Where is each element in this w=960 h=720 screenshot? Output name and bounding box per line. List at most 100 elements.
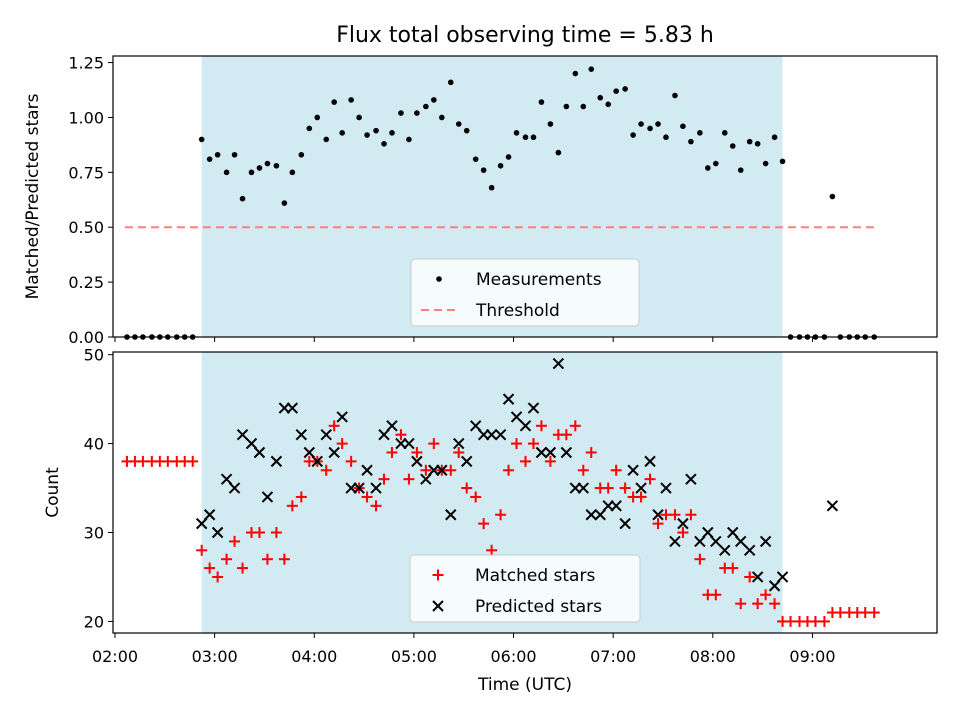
x-b [228, 482, 241, 494]
x-b [719, 544, 731, 557]
measurement-point [754, 141, 761, 147]
matched-star-point [760, 589, 772, 601]
measurement-point [563, 103, 570, 110]
measurement-point [555, 149, 562, 156]
x-b [694, 535, 706, 548]
ratio-x-ticks [114, 337, 813, 342]
matched-star-point [635, 491, 647, 503]
x-b [743, 544, 756, 557]
predicted-star-point [768, 580, 781, 592]
measurement-point [713, 160, 719, 167]
matched-star-point [386, 446, 398, 458]
predicted-star-point [719, 544, 731, 557]
matched-star-point [527, 438, 539, 450]
predicted-star-point [669, 535, 681, 548]
matched-star-point [503, 464, 515, 476]
matched-star-point [361, 491, 373, 503]
predicted-star-point [677, 517, 689, 530]
y-tick-label: 0.50 [68, 218, 104, 237]
predicted-star-point [211, 526, 224, 539]
count-y-ticks: 20 30 40 50 [84, 346, 113, 631]
measurement-point [339, 130, 345, 136]
measurement-point [389, 130, 395, 136]
measurement-point [472, 156, 479, 162]
x-b [660, 482, 672, 494]
x-b [535, 446, 548, 459]
x-b [710, 535, 722, 548]
matched-star-point [187, 455, 199, 467]
measurement-point [248, 169, 255, 176]
x-b [411, 455, 423, 468]
x-b [403, 437, 415, 450]
measurement-point [829, 193, 836, 200]
x-b [519, 420, 532, 432]
ratio-panel: 0.00 0.25 0.50 0.75 1.00 1.25 Matched/Predict… [23, 54, 938, 347]
matched-star-point [253, 527, 265, 539]
x-b [236, 428, 249, 441]
y-tick-label: 1.00 [68, 108, 104, 127]
predicted-star-point [378, 428, 390, 441]
predicted-star-point [535, 446, 548, 459]
predicted-star-point [826, 500, 839, 512]
measurement-point [513, 130, 520, 136]
x-b [610, 500, 622, 512]
measurement-point [414, 110, 420, 116]
predicted-star-point [236, 428, 249, 441]
count-legend: Matched stars Predicted stars [409, 554, 641, 623]
x-axis-label: Time (UTC) [477, 675, 572, 695]
legend-label: Threshold [475, 301, 560, 321]
y-tick-label: 1.25 [68, 54, 104, 73]
measurement-point [771, 134, 778, 141]
measurement-point [398, 110, 404, 116]
x-b [735, 535, 747, 548]
measurement-point [231, 151, 238, 158]
ratio-y-ticks: 0.00 0.25 0.50 0.75 1.00 1.25 [68, 54, 113, 347]
measurement-point [348, 97, 354, 103]
matched-star-point [710, 589, 722, 601]
measurement-point [298, 151, 305, 158]
predicted-star-point [727, 526, 739, 539]
x-b [627, 464, 639, 476]
measurement-point [647, 125, 653, 132]
x-b [378, 428, 390, 441]
x-b [502, 393, 515, 405]
matched-star-point [495, 509, 507, 521]
matched-star-point [694, 553, 706, 565]
x-b [552, 357, 565, 370]
predicted-star-point [560, 446, 573, 459]
measurement-point [613, 88, 619, 94]
x-tick-label: 04:00 [291, 647, 337, 666]
x-tick-label: 05:00 [391, 647, 437, 666]
y-tick-label: 20 [84, 612, 104, 631]
predicted-star-point [311, 455, 323, 468]
predicted-star-point [751, 571, 764, 583]
matched-star-point [685, 509, 697, 521]
matched-star-point [577, 464, 589, 476]
x-b [203, 509, 216, 521]
matched-star-point [411, 446, 423, 458]
x-b [295, 428, 308, 441]
matched-star-point [261, 553, 273, 565]
x-b [370, 482, 382, 494]
matched-star-point [818, 615, 830, 627]
matched-star-point [652, 518, 664, 530]
predicted-star-point [461, 455, 473, 468]
legend-box [410, 258, 640, 327]
measurement-point [239, 195, 246, 202]
measurement-point [381, 141, 387, 147]
x-b [436, 464, 448, 476]
measurement-point [497, 162, 504, 169]
x-b [386, 420, 398, 432]
predicted-star-point [552, 357, 565, 370]
measurement-point [605, 101, 611, 108]
x-b [544, 446, 557, 459]
measurement-point [431, 97, 437, 103]
measurement-point [505, 154, 512, 160]
matched-star-point [610, 464, 622, 476]
x-b [311, 455, 323, 468]
x-b [677, 517, 689, 530]
measurement-point [697, 130, 703, 136]
count-y-axis-label: Count [43, 467, 63, 518]
matched-star-point [461, 482, 473, 494]
